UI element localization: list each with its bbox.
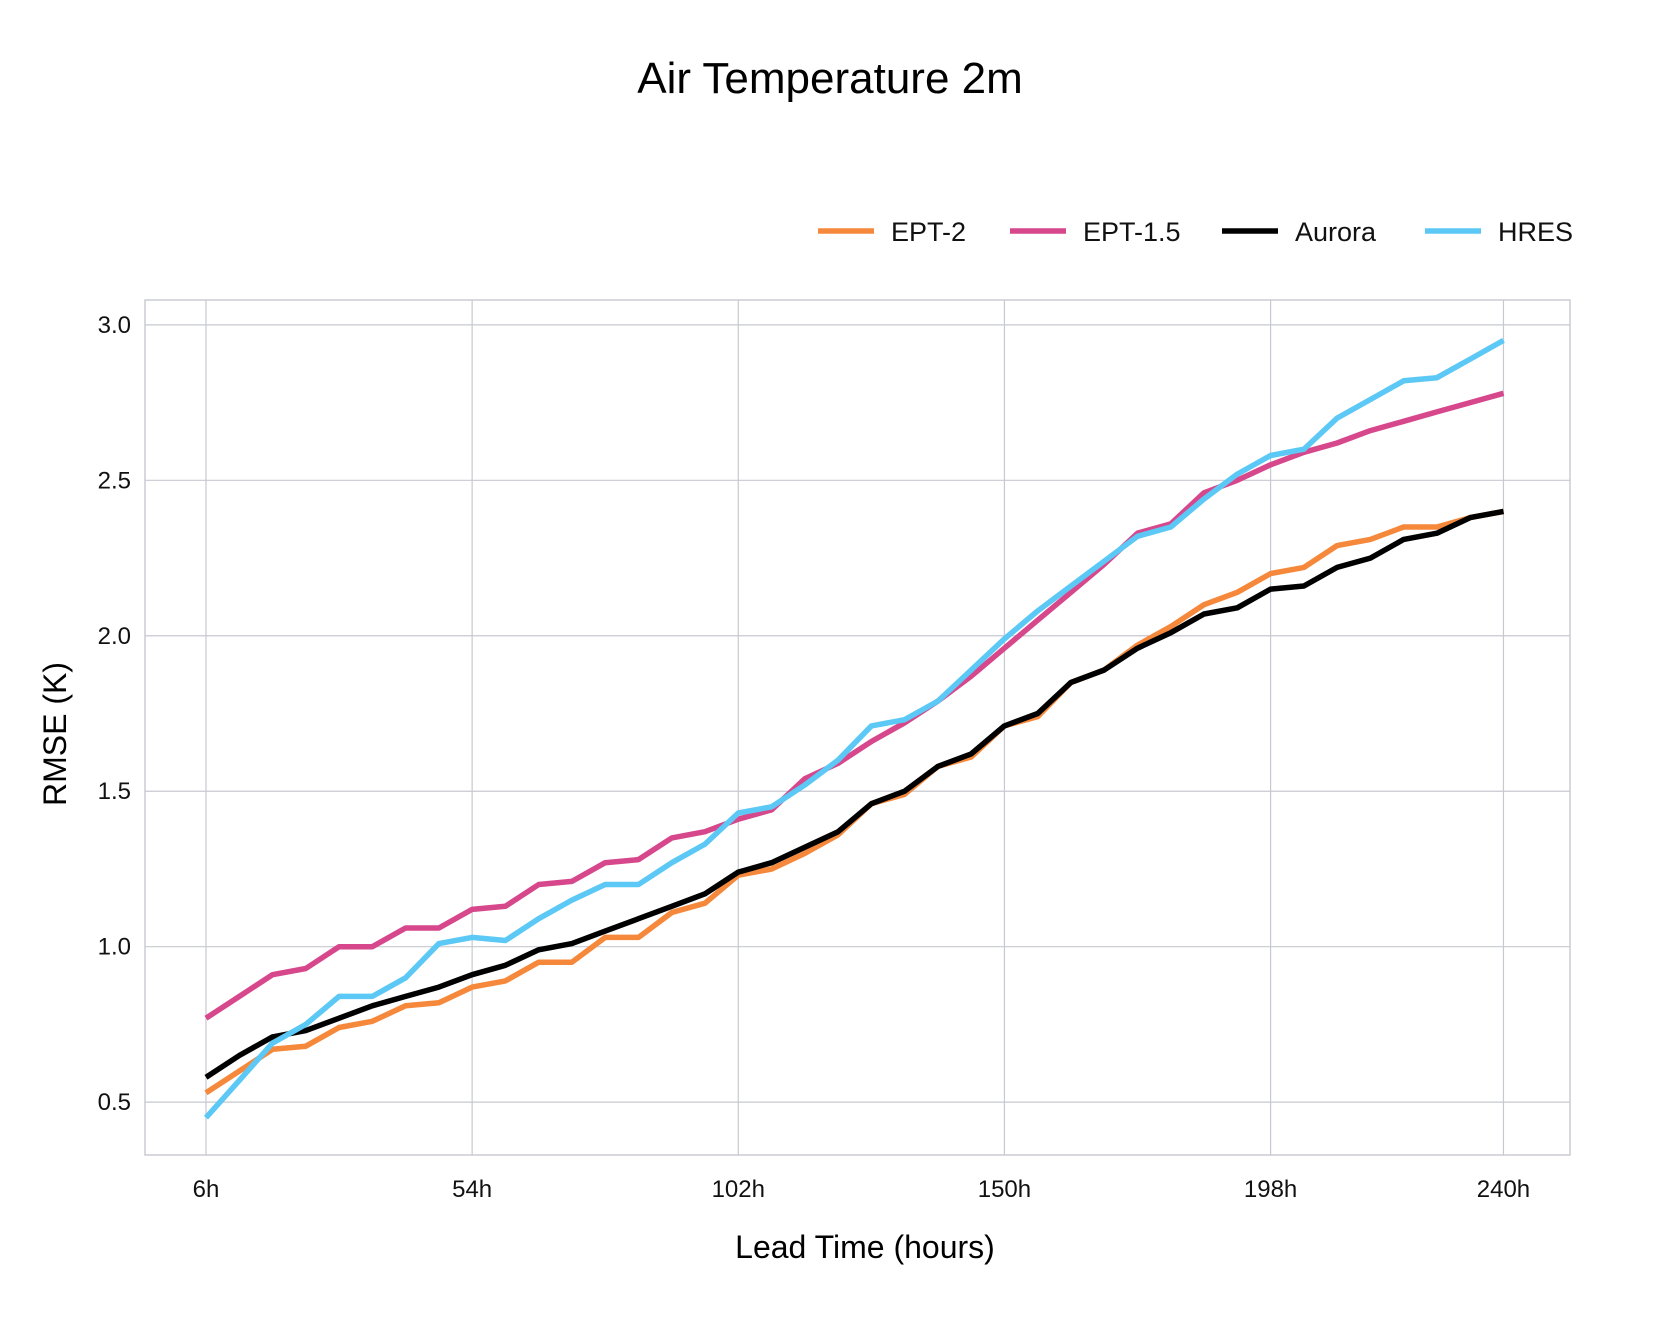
legend-item-ept-2: EPT-2 — [818, 217, 966, 247]
x-tick-label: 54h — [452, 1176, 492, 1203]
legend: EPT-2 EPT-1.5 Aurora HRES — [818, 217, 1573, 247]
legend-item-aurora: Aurora — [1222, 217, 1377, 247]
legend-label: Aurora — [1295, 217, 1377, 247]
legend-item-hres: HRES — [1425, 217, 1573, 247]
grid — [145, 300, 1570, 1155]
legend-label: EPT-2 — [891, 217, 966, 247]
chart-title: Air Temperature 2m — [637, 54, 1023, 103]
x-tick-label: 102h — [712, 1176, 765, 1203]
series-line-hres — [203, 338, 1505, 1120]
x-axis-ticks: 6h 54h 102h 150h 198h 240h — [193, 1176, 1531, 1203]
series-line-aurora — [204, 508, 1505, 1080]
y-tick-label: 3.0 — [98, 312, 131, 339]
series-line-ept-1-5 — [204, 390, 1505, 1021]
x-tick-label: 150h — [978, 1176, 1031, 1203]
y-tick-label: 1.0 — [98, 934, 131, 961]
y-axis-label: RMSE (K) — [37, 662, 73, 806]
y-tick-label: 2.5 — [98, 467, 131, 494]
legend-label: EPT-1.5 — [1083, 217, 1181, 247]
y-tick-label: 2.0 — [98, 623, 131, 650]
x-axis-label: Lead Time (hours) — [735, 1229, 995, 1265]
y-tick-label: 0.5 — [98, 1089, 131, 1116]
legend-label: HRES — [1498, 217, 1573, 247]
y-axis-ticks: 0.5 1.0 1.5 2.0 2.5 3.0 — [98, 312, 131, 1116]
legend-item-ept-1-5: EPT-1.5 — [1010, 217, 1181, 247]
x-tick-label: 6h — [193, 1176, 220, 1203]
x-tick-label: 198h — [1244, 1176, 1297, 1203]
y-tick-label: 1.5 — [98, 778, 131, 805]
plot-frame — [144, 299, 1571, 1156]
series-layer — [203, 338, 1505, 1120]
x-tick-label: 240h — [1477, 1176, 1530, 1203]
